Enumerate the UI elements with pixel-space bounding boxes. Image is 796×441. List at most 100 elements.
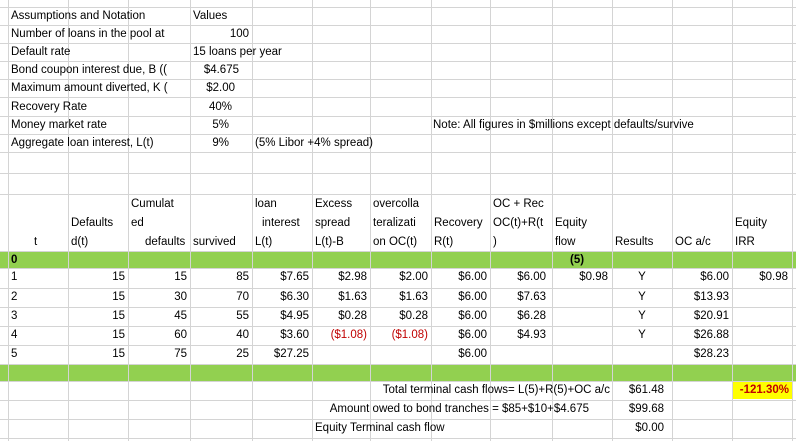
header-t[interactable]: t bbox=[34, 236, 38, 248]
recovery-cell[interactable]: $6.00 bbox=[458, 329, 487, 341]
assumption-value[interactable]: $2.00 bbox=[206, 82, 235, 94]
assumption-label[interactable]: Aggregate loan interest, L(t) bbox=[11, 137, 154, 149]
header-equity-irr[interactable]: IRR bbox=[735, 236, 755, 248]
results-cell[interactable]: Y bbox=[638, 310, 646, 322]
header-defaults[interactable]: d(t) bbox=[71, 236, 89, 248]
header-oc-rec[interactable]: ) bbox=[493, 236, 497, 248]
loan-interest-cell[interactable]: $27.25 bbox=[273, 348, 309, 360]
period-cell[interactable]: 2 bbox=[11, 291, 18, 303]
defaults-cell[interactable]: 15 bbox=[112, 271, 125, 283]
cumulated-cell[interactable]: 60 bbox=[174, 329, 187, 341]
assumptions-header[interactable]: Assumptions and Notation bbox=[11, 10, 146, 22]
equity-irr-cell[interactable]: $0.98 bbox=[759, 271, 788, 283]
assumption-value[interactable]: 5% bbox=[212, 119, 229, 131]
recovery-cell[interactable]: $6.00 bbox=[458, 291, 487, 303]
header-loan-interest[interactable]: L(t) bbox=[255, 236, 273, 248]
excess-spread-cell[interactable]: ($1.08) bbox=[330, 329, 367, 341]
excess-spread-cell[interactable]: $1.63 bbox=[338, 291, 367, 303]
oc-cell[interactable]: $1.63 bbox=[399, 291, 428, 303]
assumption-label[interactable]: Bond coupon interest due, B (( bbox=[11, 64, 167, 76]
equity-flow-cell[interactable] bbox=[552, 288, 608, 306]
assumption-value[interactable]: 15 loans per year bbox=[193, 46, 282, 58]
header-equity-irr[interactable]: Equity bbox=[735, 217, 767, 229]
oc-rec-cell[interactable]: $6.28 bbox=[517, 310, 546, 322]
results-cell[interactable]: Y bbox=[638, 271, 646, 283]
assumption-label[interactable]: Default rate bbox=[11, 46, 71, 58]
header-overcollateralization[interactable]: teralizati bbox=[373, 217, 416, 229]
summary-label[interactable]: Equity Terminal cash flow bbox=[315, 422, 445, 434]
summary-label[interactable]: Amount owed to bond tranches = $85+$10+$… bbox=[329, 403, 589, 415]
equity-irr-cell[interactable] bbox=[732, 345, 788, 363]
header-oc-ac[interactable]: OC a/c bbox=[675, 236, 711, 248]
oc-cell[interactable]: ($1.08) bbox=[391, 329, 428, 341]
equity-irr-cell[interactable] bbox=[732, 307, 788, 325]
summary-value[interactable]: $61.48 bbox=[628, 384, 664, 396]
header-cumulated[interactable]: Cumulat bbox=[131, 198, 174, 210]
recovery-cell[interactable]: $6.00 bbox=[458, 310, 487, 322]
period-cell[interactable]: 1 bbox=[11, 271, 18, 283]
oc-cell[interactable]: $0.28 bbox=[399, 310, 428, 322]
values-header[interactable]: Values bbox=[193, 10, 228, 22]
summary-label[interactable]: Total terminal cash flows= L(5)+R(5)+OC … bbox=[382, 384, 610, 396]
units-note[interactable]: Note: All figures in $millions except de… bbox=[433, 119, 694, 131]
defaults-cell[interactable]: 15 bbox=[112, 291, 125, 303]
header-defaults[interactable]: Defaults bbox=[71, 217, 114, 229]
oc-ac-cell[interactable]: $20.91 bbox=[693, 310, 729, 322]
header-recovery[interactable]: R(t) bbox=[434, 236, 454, 248]
equity-flow-cell[interactable]: (5) bbox=[570, 254, 585, 266]
header-loan-interest[interactable]: loan bbox=[255, 198, 277, 210]
header-excess-spread[interactable]: spread bbox=[315, 217, 351, 229]
defaults-cell[interactable]: 15 bbox=[112, 348, 125, 360]
oc-ac-cell[interactable]: $28.23 bbox=[693, 348, 729, 360]
loan-interest-cell[interactable]: $4.95 bbox=[280, 310, 309, 322]
excess-spread-cell[interactable]: $2.98 bbox=[338, 271, 367, 283]
header-equity-flow[interactable]: Equity bbox=[555, 217, 587, 229]
header-cumulated[interactable]: ed bbox=[131, 217, 144, 229]
results-cell[interactable]: Y bbox=[638, 291, 646, 303]
equity-flow-cell[interactable] bbox=[552, 326, 608, 344]
results-cell[interactable] bbox=[612, 345, 672, 363]
header-results[interactable]: Results bbox=[615, 236, 654, 248]
survived-cell[interactable]: 40 bbox=[236, 329, 249, 341]
period-cell[interactable]: 0 bbox=[11, 254, 18, 266]
equity-flow-cell[interactable] bbox=[552, 345, 608, 363]
period-cell[interactable]: 3 bbox=[11, 310, 18, 322]
survived-cell[interactable]: 70 bbox=[236, 291, 249, 303]
assumption-value[interactable]: 40% bbox=[208, 101, 232, 113]
assumption-value[interactable]: $4.675 bbox=[203, 64, 239, 76]
oc-rec-cell[interactable]: $6.00 bbox=[517, 271, 546, 283]
equity-irr-cell[interactable] bbox=[732, 288, 788, 306]
assumption-note[interactable]: (5% Libor +4% spread) bbox=[255, 137, 373, 149]
equity-flow-cell[interactable] bbox=[552, 307, 608, 325]
oc-cell[interactable]: $2.00 bbox=[399, 271, 428, 283]
header-recovery[interactable]: Recovery bbox=[434, 217, 483, 229]
oc-rec-cell[interactable]: $4.93 bbox=[517, 329, 546, 341]
oc-rec-cell[interactable]: $7.63 bbox=[517, 291, 546, 303]
equity-irr-result[interactable]: -121.30% bbox=[733, 382, 792, 399]
loan-interest-cell[interactable]: $7.65 bbox=[280, 271, 309, 283]
assumption-label[interactable]: Number of loans in the pool at bbox=[11, 28, 165, 40]
loan-interest-cell[interactable]: $3.60 bbox=[280, 329, 309, 341]
period-cell[interactable]: 4 bbox=[11, 329, 18, 341]
header-equity-flow[interactable]: flow bbox=[555, 236, 576, 248]
equity-irr-cell[interactable] bbox=[732, 326, 788, 344]
header-excess-spread[interactable]: Excess bbox=[315, 198, 353, 210]
survived-cell[interactable]: 25 bbox=[236, 348, 249, 360]
header-cumulated[interactable]: defaults bbox=[145, 236, 186, 248]
summary-value[interactable]: $0.00 bbox=[635, 422, 664, 434]
cumulated-cell[interactable]: 75 bbox=[174, 348, 187, 360]
oc-ac-cell[interactable]: $13.93 bbox=[693, 291, 729, 303]
assumption-label[interactable]: Recovery Rate bbox=[11, 101, 88, 113]
cumulated-cell[interactable]: 30 bbox=[174, 291, 187, 303]
oc-rec-cell[interactable] bbox=[490, 345, 546, 363]
header-overcollateralization[interactable]: overcolla bbox=[373, 198, 420, 210]
results-cell[interactable]: Y bbox=[638, 329, 646, 341]
oc-ac-cell[interactable]: $26.88 bbox=[693, 329, 729, 341]
header-overcollateralization[interactable]: on OC(t) bbox=[373, 236, 418, 248]
excess-spread-cell[interactable] bbox=[312, 345, 367, 363]
assumption-value[interactable]: 9% bbox=[212, 137, 229, 149]
oc-cell[interactable] bbox=[370, 345, 428, 363]
survived-cell[interactable]: 55 bbox=[236, 310, 249, 322]
cumulated-cell[interactable]: 15 bbox=[174, 271, 187, 283]
